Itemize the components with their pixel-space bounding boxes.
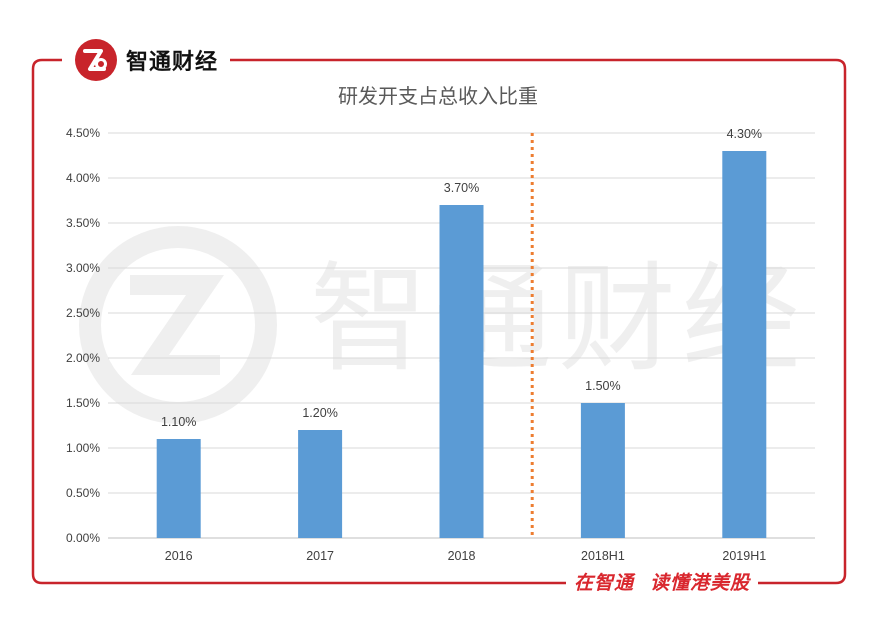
y-tick-label: 0.50%	[66, 486, 100, 500]
y-tick-label: 0.00%	[66, 531, 100, 545]
data-label: 4.30%	[727, 127, 762, 141]
y-tick-label: 2.00%	[66, 351, 100, 365]
slogan-part2: 读懂港美股	[650, 572, 751, 594]
x-tick-label: 2019H1	[722, 549, 766, 563]
y-tick-label: 3.00%	[66, 261, 100, 275]
y-tick-label: 1.50%	[66, 396, 100, 410]
brand-header: 智通财经	[70, 38, 225, 82]
y-tick-label: 4.00%	[66, 171, 100, 185]
x-tick-label: 2016	[165, 549, 193, 563]
y-axis: 0.00% 0.50% 1.00% 1.50% 2.00% 2.50% 3.00% 3.50%…	[66, 126, 100, 545]
watermark-logo-icon	[79, 226, 277, 424]
bar-2019H1	[722, 151, 767, 538]
watermark-text: 智通财经	[310, 250, 806, 388]
y-tick-label: 2.50%	[66, 306, 100, 320]
slogan: 在智通 读懂港美股	[566, 568, 759, 598]
bars: 1.10% 1.20% 3.70% 1.50% 4.30%	[156, 127, 767, 538]
watermark: 智通财经	[79, 226, 806, 424]
data-label: 1.50%	[585, 379, 620, 393]
x-tick-label: 2018	[448, 549, 476, 563]
y-tick-label: 4.50%	[66, 126, 100, 140]
frame-border	[31, 58, 847, 585]
x-tick-label: 2017	[306, 549, 334, 563]
bar-2018H1	[580, 403, 625, 538]
bar-2017	[298, 430, 343, 538]
data-label: 1.10%	[161, 415, 196, 429]
x-tick-label: 2018H1	[581, 549, 625, 563]
slogan-part1: 在智通	[574, 572, 635, 594]
y-tick-label: 3.50%	[66, 216, 100, 230]
brand-name: 智通财经	[126, 50, 219, 75]
data-label: 1.20%	[302, 406, 337, 420]
y-tick-label: 1.00%	[66, 441, 100, 455]
zhitong-logo-icon	[75, 39, 117, 81]
data-label: 3.70%	[444, 181, 479, 195]
bar-2016	[156, 439, 201, 538]
bar-2018	[439, 205, 484, 538]
chart-title: 研发开支占总收入比重	[338, 84, 538, 108]
x-axis: 2016 2017 2018 2018H1 2019H1	[165, 549, 766, 563]
